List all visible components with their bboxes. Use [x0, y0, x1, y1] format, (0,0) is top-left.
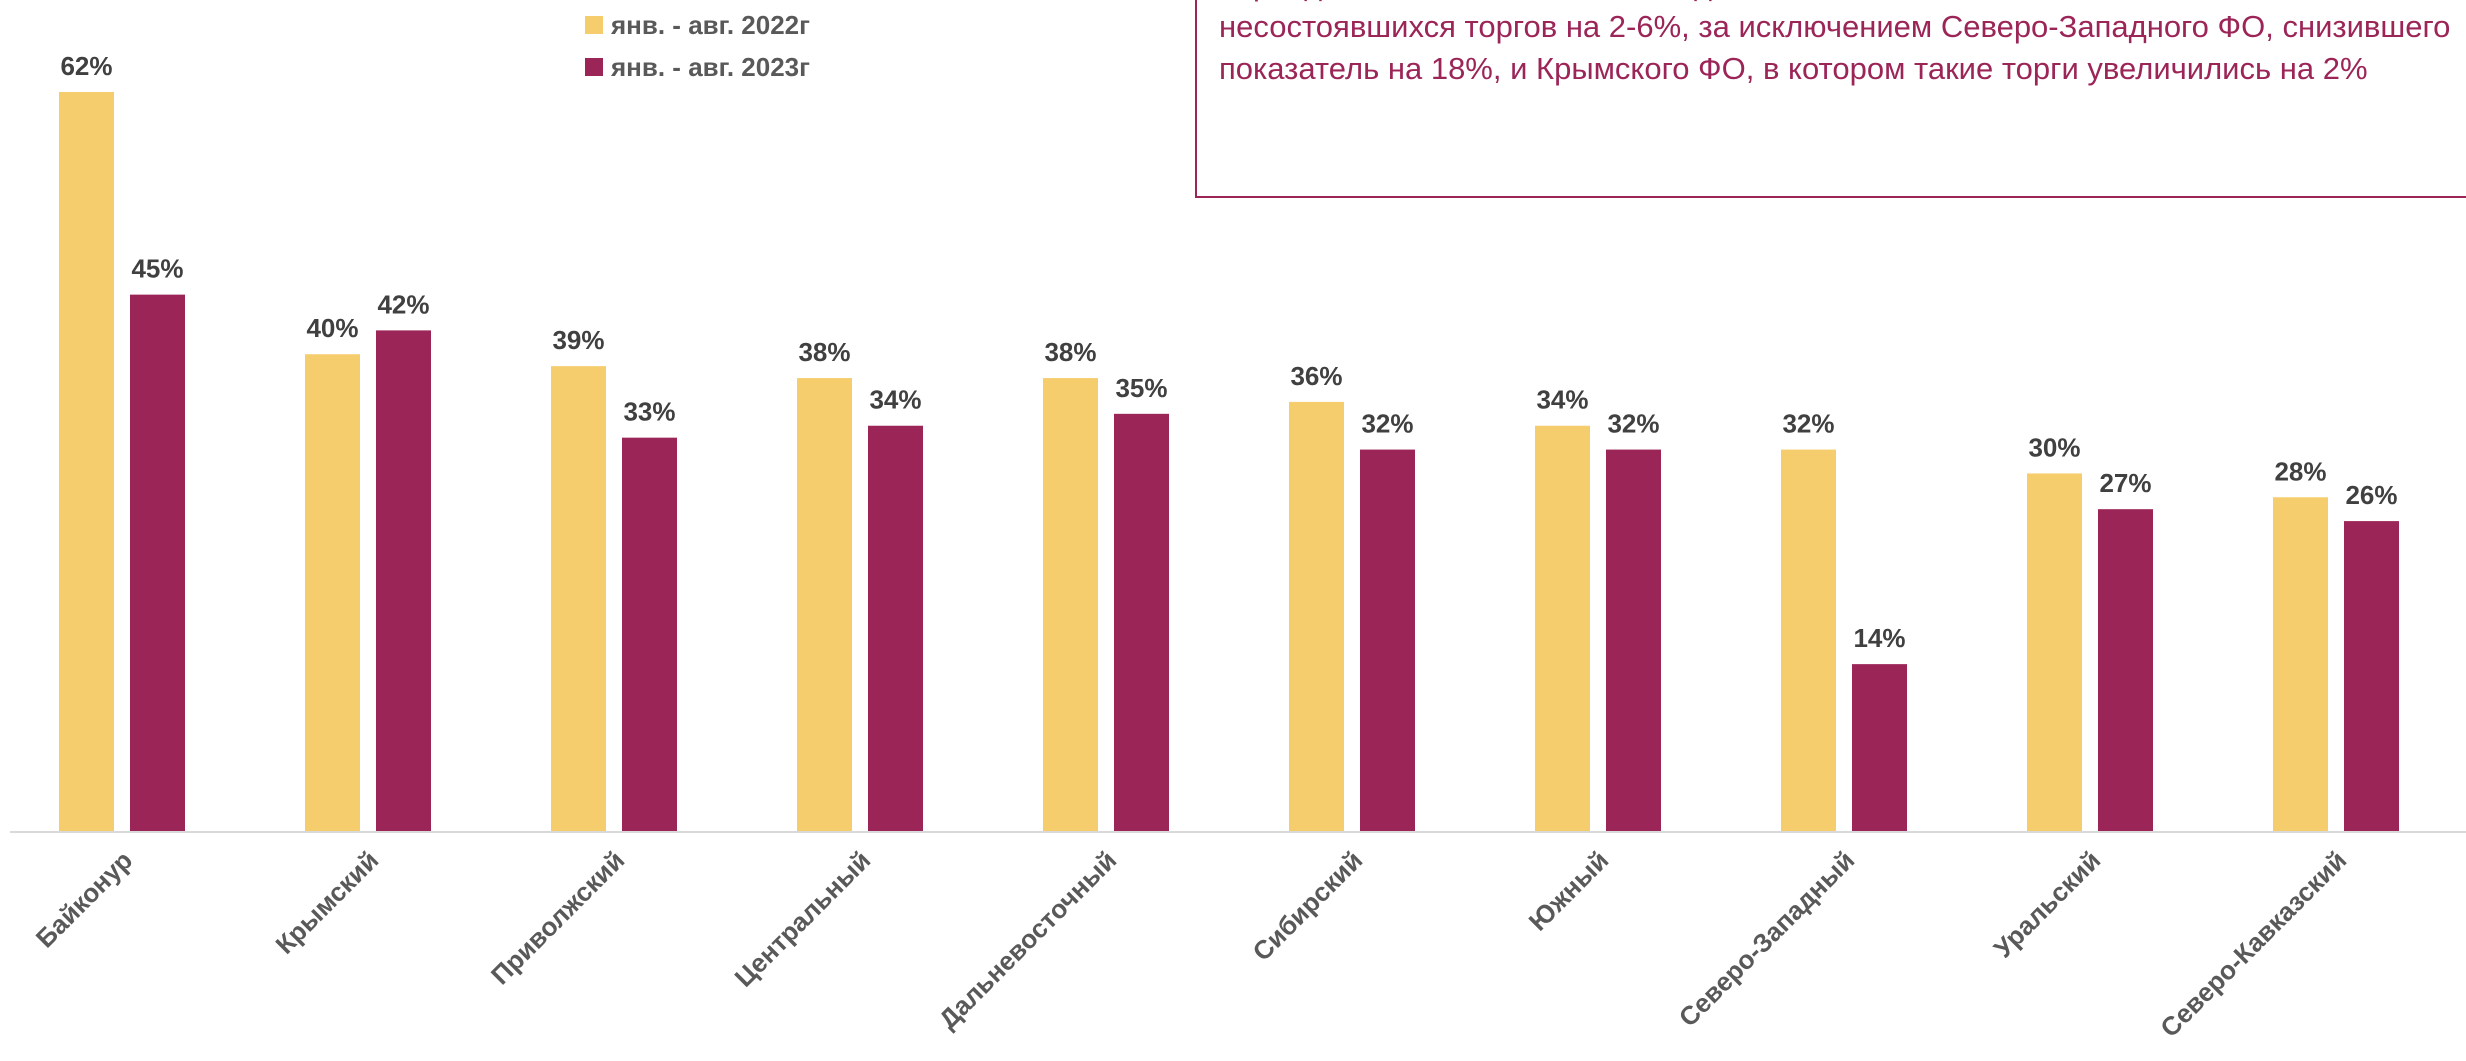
legend-item-2022: янв. - авг. 2022г — [585, 4, 810, 46]
data-label-2022-5: 36% — [1290, 361, 1342, 391]
data-label-2022-8: 30% — [2028, 432, 2080, 462]
data-label-2022-1: 40% — [306, 313, 358, 343]
data-label-2022-9: 28% — [2274, 456, 2326, 486]
data-label-2023-0: 45% — [131, 254, 183, 284]
bar-2023-8 — [2098, 509, 2153, 831]
x-tick-label-2: Приволжский — [485, 845, 630, 990]
data-label-2023-8: 27% — [2099, 468, 2151, 498]
x-tick-label-5: Сибирский — [1247, 845, 1369, 967]
bar-2022-7 — [1781, 449, 1836, 831]
data-label-2023-2: 33% — [623, 397, 675, 427]
bar-2023-0 — [130, 294, 185, 831]
bar-2022-0 — [59, 92, 114, 831]
annotation-box: периоде 01-08.2023 был снижен до 45%. Ос… — [1195, 0, 2466, 198]
data-label-2022-0: 62% — [60, 51, 112, 81]
bar-2023-2 — [622, 437, 677, 831]
data-label-2022-6: 34% — [1536, 385, 1588, 415]
bar-2022-3 — [797, 378, 852, 831]
x-tick-labels-group: Байконур Крымский Приволжский Центральный Да… — [30, 845, 2352, 1043]
x-tick-label-9: Северо-Кавказский — [2154, 845, 2352, 1043]
bar-2022-9 — [2273, 497, 2328, 831]
x-tick-label-0: Байконур — [30, 845, 138, 953]
data-label-2023-3: 34% — [869, 385, 921, 415]
bar-2022-5 — [1289, 401, 1344, 831]
data-label-2023-5: 32% — [1361, 409, 1413, 439]
x-tick-label-4: Дальневосточный — [933, 845, 1122, 1034]
legend-label-2022: янв. - авг. 2022г — [611, 9, 810, 40]
bars-group — [59, 92, 2399, 831]
data-label-2022-7: 32% — [1782, 409, 1834, 439]
bar-2022-2 — [551, 366, 606, 831]
legend: янв. - авг. 2022г янв. - авг. 2023г — [585, 4, 810, 88]
data-label-2023-4: 35% — [1115, 373, 1167, 403]
bar-2022-4 — [1043, 378, 1098, 831]
bar-2022-1 — [305, 354, 360, 831]
bar-2023-7 — [1852, 664, 1907, 831]
legend-swatch-2022 — [585, 16, 603, 34]
x-tick-label-6: Южный — [1523, 845, 1615, 937]
bar-2023-3 — [868, 425, 923, 831]
data-label-2023-1: 42% — [377, 289, 429, 319]
x-tick-label-1: Крымский — [269, 845, 384, 960]
data-label-2022-2: 39% — [552, 325, 604, 355]
data-label-2023-7: 14% — [1853, 623, 1905, 653]
bar-2023-1 — [376, 330, 431, 831]
data-labels-group: 62% 45% 40% 42% 39% 33% 38% 34% 38% 35% 36% 32% 34% 3… — [60, 51, 2397, 653]
data-label-2023-9: 26% — [2345, 480, 2397, 510]
x-tick-label-8: Уральский — [1988, 845, 2106, 963]
legend-label-2023: янв. - авг. 2023г — [611, 51, 810, 82]
annotation-text: периоде 01-08.2023 был снижен до 45%. Ос… — [1219, 0, 2451, 86]
data-label-2022-3: 38% — [798, 337, 850, 367]
bar-2023-6 — [1606, 449, 1661, 831]
bar-2023-9 — [2344, 521, 2399, 831]
data-label-2022-4: 38% — [1044, 337, 1096, 367]
legend-item-2023: янв. - авг. 2023г — [585, 46, 810, 88]
x-tick-label-7: Северо-Западный — [1673, 845, 1860, 1032]
bar-2022-8 — [2027, 473, 2082, 831]
data-label-2023-6: 32% — [1607, 409, 1659, 439]
legend-swatch-2023 — [585, 58, 603, 76]
bar-2023-4 — [1114, 413, 1169, 831]
x-tick-label-3: Центральный — [728, 845, 876, 993]
bar-2023-5 — [1360, 449, 1415, 831]
bar-2022-6 — [1535, 425, 1590, 831]
